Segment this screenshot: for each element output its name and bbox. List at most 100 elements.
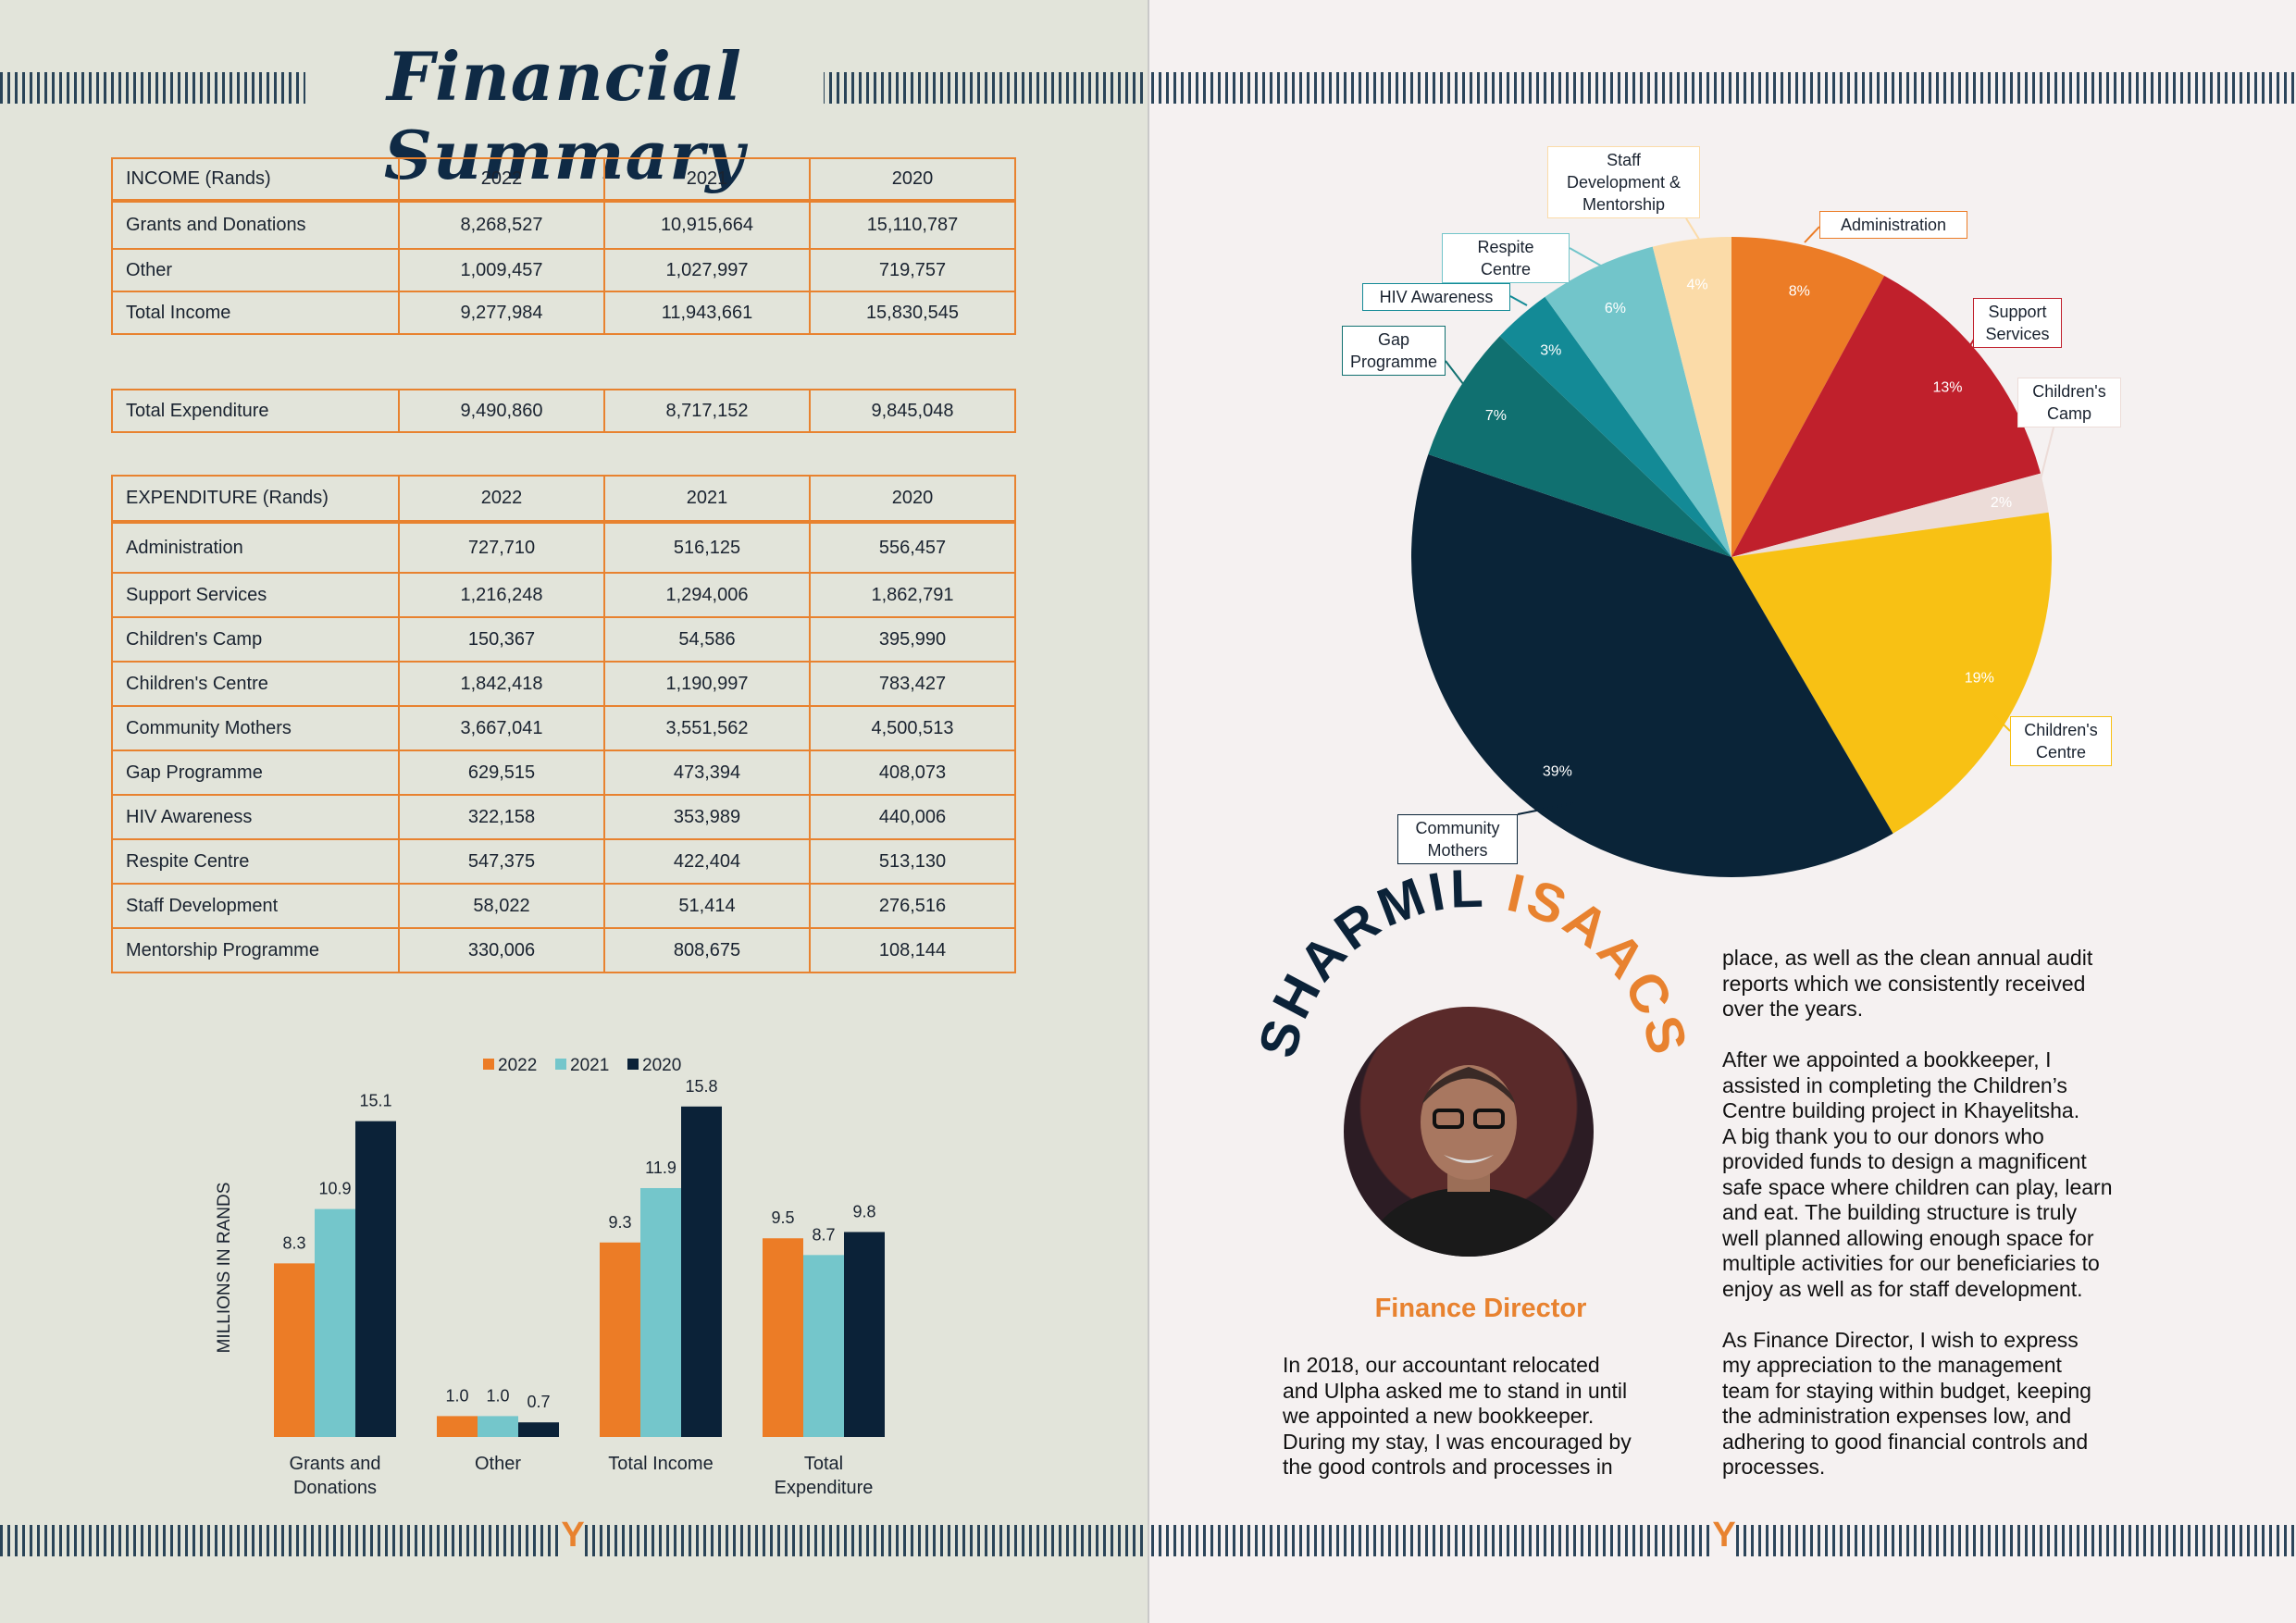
pie-label-support-services: Support Services <box>1973 298 2062 348</box>
table-cell: 1,862,791 <box>809 572 1016 618</box>
table-cell: 8,268,527 <box>398 200 605 250</box>
bar <box>274 1263 315 1437</box>
label-line: Development & <box>1566 173 1682 192</box>
table-cell: 395,990 <box>809 616 1016 663</box>
glasses-right <box>1473 1109 1505 1129</box>
table-cell: Support Services <box>111 572 400 618</box>
x-tick-label: Other <box>475 1454 521 1474</box>
label-line: Mothers <box>1427 841 1488 860</box>
hair-shape <box>1422 1067 1515 1104</box>
text-line: my appreciation to the management <box>1722 1353 2062 1377</box>
bar <box>600 1242 640 1437</box>
bar <box>478 1416 518 1437</box>
table-row: Support Services 1,216,248 1,294,006 1,862,… <box>111 572 1016 618</box>
table-cell: 11,943,661 <box>603 291 811 335</box>
table-cell: 54,586 <box>603 616 811 663</box>
bar-value-label: 15.1 <box>359 1092 391 1110</box>
table-cell: 422,404 <box>603 838 811 885</box>
table-cell: 9,845,048 <box>809 389 1016 433</box>
table-cell: 783,427 <box>809 661 1016 707</box>
bottom-stripe-right <box>1151 1525 1712 1556</box>
x-tick-label: Expenditure <box>775 1478 874 1498</box>
table-cell: 547,375 <box>398 838 605 885</box>
expenditure-header-cell: EXPENDITURE (Rands) <box>111 475 400 524</box>
table-cell: HIV Awareness <box>111 794 400 840</box>
pie-label-hiv-awareness: HIV Awareness <box>1362 283 1510 311</box>
bar <box>640 1187 681 1437</box>
table-cell: 473,394 <box>603 750 811 796</box>
table-cell: 3,667,041 <box>398 705 605 751</box>
text-line: provided funds to design a magnificent <box>1722 1149 2087 1173</box>
table-cell: 276,516 <box>809 883 1016 929</box>
table-row: Total Income 9,277,984 11,943,661 15,830… <box>111 291 1016 335</box>
text-line: As Finance Director, I wish to express <box>1722 1327 2079 1352</box>
moustache-shape <box>1444 1155 1494 1163</box>
pie-label-community-mothers: Community Mothers <box>1397 814 1518 864</box>
table-cell: Gap Programme <box>111 750 400 796</box>
text-line: multiple activities for our beneficiarie… <box>1722 1251 2100 1275</box>
table-row: Children's Camp 150,367 54,586 395,990 <box>111 616 1016 663</box>
table-row: Mentorship Programme 330,006 808,675 108,14… <box>111 927 1016 973</box>
text-line: and eat. The building structure is truly <box>1722 1200 2078 1224</box>
table-row: Children's Centre 1,842,418 1,190,997 783,4… <box>111 661 1016 707</box>
table-cell: 8,717,152 <box>603 389 811 433</box>
table-cell: 1,027,997 <box>603 248 811 292</box>
income-header-cell: INCOME (Rands) <box>111 157 400 203</box>
label-line: Children's <box>2032 382 2106 401</box>
bar-value-label: 9.8 <box>852 1202 875 1220</box>
table-row: Total Expenditure 9,490,860 8,717,152 9,… <box>111 389 1016 433</box>
expenditure-header-row: EXPENDITURE (Rands) 2022 2021 2020 <box>111 475 1016 524</box>
table-cell: Community Mothers <box>111 705 400 751</box>
text-line: well planned allowing enough space for <box>1722 1225 2094 1250</box>
profile-column-1: In 2018, our accountant relocated and Ul… <box>1283 1353 1699 1481</box>
label-line: Centre <box>2035 743 2087 762</box>
text-line: safe space where children can play, lear… <box>1722 1174 2113 1199</box>
table-cell: Other <box>111 248 400 292</box>
table-cell: 353,989 <box>603 794 811 840</box>
text-line: During my stay, I was encouraged by <box>1283 1429 1632 1454</box>
table-cell: 513,130 <box>809 838 1016 885</box>
bar-value-label: 10.9 <box>318 1180 351 1198</box>
bar-value-label: 1.0 <box>445 1386 468 1405</box>
label-line: Staff <box>1607 151 1641 169</box>
text-line: the administration expenses low, and <box>1722 1404 2072 1428</box>
pie-label-childrens-camp: Children's Camp <box>2017 378 2121 427</box>
bar-value-label: 8.7 <box>812 1225 835 1244</box>
expenditure-header-cell: 2022 <box>398 475 605 524</box>
text-line: and Ulpha asked me to stand in until <box>1283 1378 1628 1403</box>
bar <box>763 1238 803 1437</box>
table-cell: 9,277,984 <box>398 291 605 335</box>
label-line: Community <box>1415 819 1500 837</box>
legend-swatch <box>555 1059 566 1070</box>
table-cell: 808,675 <box>603 927 811 973</box>
table-cell: Respite Centre <box>111 838 400 885</box>
table-row: Grants and Donations 8,268,527 10,915,66… <box>111 200 1016 250</box>
text-line: over the years. <box>1722 997 1864 1021</box>
footer-logo-left: Y <box>561 1516 585 1555</box>
table-cell: Total Expenditure <box>111 389 400 433</box>
legend-label: 2021 <box>570 1056 609 1075</box>
table-cell: 629,515 <box>398 750 605 796</box>
table-cell: Children's Camp <box>111 616 400 663</box>
table-cell: 1,190,997 <box>603 661 811 707</box>
text-line: reports which we consistently received <box>1722 971 2086 996</box>
table-cell: 10,915,664 <box>603 200 811 250</box>
face-shape <box>1421 1065 1517 1180</box>
bar-value-label: 9.3 <box>608 1213 631 1232</box>
bar <box>355 1121 396 1437</box>
label-line: Programme <box>1350 353 1438 371</box>
table-cell: 15,110,787 <box>809 200 1016 250</box>
label-line: Mentorship <box>1582 195 1666 214</box>
table-row: Gap Programme 629,515 473,394 408,073 <box>111 750 1016 796</box>
pie-label-staff-development: Staff Development & Mentorship <box>1547 146 1700 218</box>
text-line: After we appointed a bookkeeper, I <box>1722 1047 2052 1072</box>
profile-column-2: place, as well as the clean annual audit… <box>1722 946 2185 1481</box>
table-cell: 108,144 <box>809 927 1016 973</box>
bar-value-label: 0.7 <box>527 1393 550 1411</box>
income-header-cell: 2020 <box>809 157 1016 203</box>
table-cell: 15,830,545 <box>809 291 1016 335</box>
expenditure-header-cell: 2021 <box>603 475 811 524</box>
label-line: Camp <box>2046 404 2091 423</box>
table-cell: Staff Development <box>111 883 400 929</box>
table-row: Other 1,009,457 1,027,997 719,757 <box>111 248 1016 292</box>
